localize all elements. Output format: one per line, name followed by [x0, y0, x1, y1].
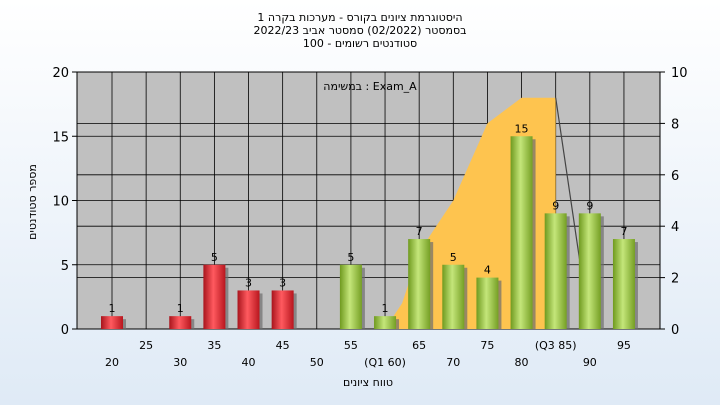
bar: [339, 264, 362, 329]
y2-axis-tick-label: 0: [671, 323, 679, 338]
bar-value-label: 9: [586, 199, 593, 212]
bar: [169, 316, 192, 329]
bar: [612, 239, 635, 329]
y2-axis-tick-label: 2: [671, 272, 679, 287]
bar-value-label: 5: [211, 251, 218, 264]
y-axis-tick-label: 0: [61, 323, 69, 338]
y2-axis-tick-label: 6: [671, 169, 679, 184]
chart-title-line-2: בסמסטר (02/2022) סמסטר אביב 2022/23: [253, 24, 466, 37]
bar-value-label: 5: [347, 251, 354, 264]
bar-value-label: 1: [382, 302, 389, 315]
x-axis-tick-label: 40: [242, 356, 256, 369]
x-axis-label: טווח ציונים: [343, 376, 393, 389]
bar-value-label: 3: [279, 276, 286, 289]
bar-value-label: 3: [245, 276, 252, 289]
x-axis-tick-label: 80: [515, 356, 529, 369]
x-axis-tick-label: 90: [583, 356, 597, 369]
chart-title-line-1: היסטוגרמת ציונים בקורס - מערכות בקרה 1: [257, 11, 462, 24]
bar-value-label: 4: [484, 264, 491, 277]
bar-value-label: 7: [416, 225, 423, 238]
y2-axis-tick-label: 10: [671, 66, 688, 81]
x-axis-tick-label: (Q3 85): [535, 339, 577, 352]
bar: [101, 316, 123, 329]
bar-value-label: 1: [177, 302, 184, 315]
x-axis-tick-label: 20: [105, 356, 119, 369]
x-axis-tick-label: 75: [480, 339, 494, 352]
bar-value-label: 7: [620, 225, 627, 238]
bar: [442, 264, 465, 329]
x-axis-tick-label: (Q1 60): [364, 356, 406, 369]
x-axis-tick-label: 25: [139, 339, 153, 352]
chart-title-line-3: סטודנטים רשומים - 100: [303, 37, 417, 50]
x-axis-tick-label: 95: [617, 339, 631, 352]
bar: [374, 316, 397, 329]
y-axis-tick-label: 5: [61, 259, 69, 274]
y-axis-tick-label: 20: [52, 66, 69, 81]
y2-axis-tick-label: 8: [671, 117, 679, 132]
annotation-label: במשימה : Exam_A: [323, 80, 417, 93]
x-axis-tick-label: 30: [173, 356, 187, 369]
bar-value-label: 9: [552, 199, 559, 212]
x-axis-tick-label: 50: [310, 356, 324, 369]
x-axis-tick-label: 45: [276, 339, 290, 352]
bar: [476, 277, 499, 329]
bar: [203, 264, 226, 329]
bar: [237, 290, 260, 329]
y-axis-tick-label: 10: [52, 195, 69, 210]
y-axis-tick-label: 15: [52, 130, 69, 145]
bar: [271, 290, 294, 329]
bar-value-label: 15: [515, 122, 529, 135]
bar: [510, 136, 533, 329]
bar: [544, 213, 567, 329]
x-axis-tick-label: 65: [412, 339, 426, 352]
bar: [578, 213, 601, 329]
bar-value-label: 5: [450, 251, 457, 264]
y-axis-label: מספר סטודנטים: [26, 164, 39, 240]
x-axis-tick-label: 55: [344, 339, 358, 352]
bar-value-label: 1: [109, 302, 116, 315]
x-axis-tick-label: 35: [207, 339, 221, 352]
x-axis-tick-label: 70: [446, 356, 460, 369]
bar: [408, 239, 431, 329]
y2-axis-tick-label: 4: [671, 220, 679, 235]
